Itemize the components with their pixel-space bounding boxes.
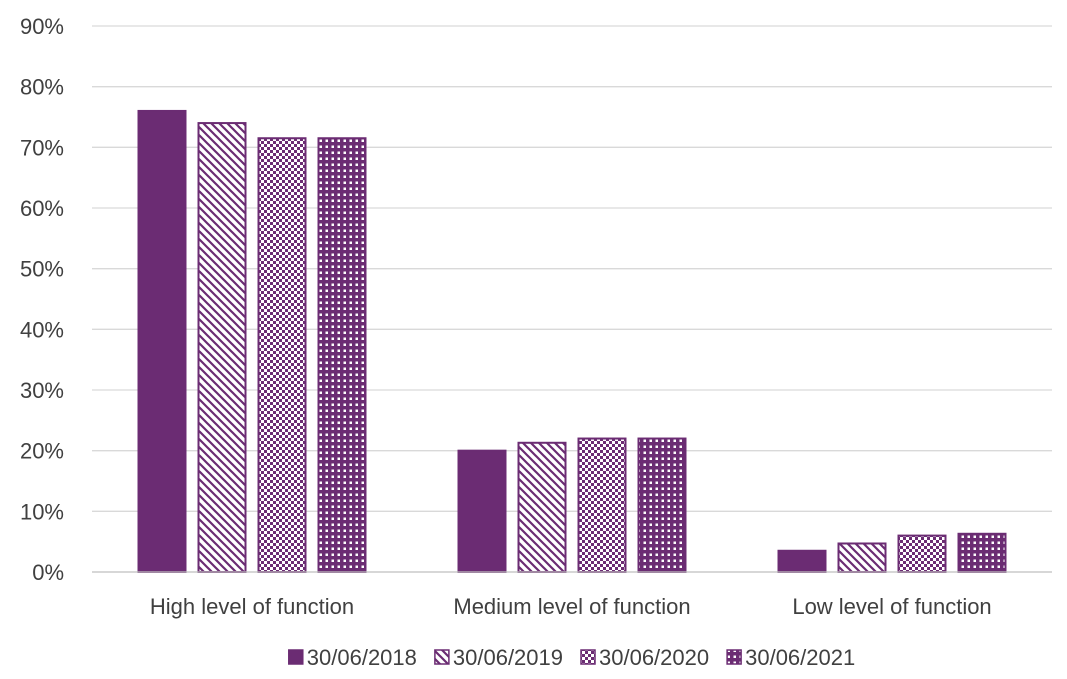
bar [957,532,1007,574]
y-tick-label: 80% [20,75,64,100]
category-labels: High level of function Medium level of fu… [150,594,992,619]
y-tick-label: 60% [20,196,64,221]
legend-item: 30/06/2021 [726,645,855,670]
bar [517,441,567,573]
y-tick-label: 20% [20,439,64,464]
legend-item: 30/06/2019 [434,645,563,670]
bar [197,122,247,573]
legend-label: 30/06/2018 [307,645,417,670]
y-tick-label: 30% [20,378,64,403]
y-tick-label: 70% [20,135,64,160]
legend-swatch [580,649,596,665]
bar [897,534,947,573]
legend-label: 30/06/2019 [453,645,563,670]
bar [317,137,367,573]
legend-item: 30/06/2018 [288,645,417,670]
legend: 30/06/2018 30/06/2019 30/06/2020 30/06/2021 [288,645,855,670]
bar [137,109,187,574]
legend-item: 30/06/2020 [580,645,709,670]
y-tick-label: 0% [32,560,64,585]
legend-swatch [434,649,450,665]
grid-lines [92,25,1052,512]
bar [257,137,307,573]
bar [777,549,827,573]
x-category-label: High level of function [150,594,354,619]
bar [577,437,627,573]
x-category-label: Medium level of function [453,594,690,619]
legend-label: 30/06/2020 [599,645,709,670]
bars [137,109,1007,574]
y-tick-label: 50% [20,257,64,282]
y-axis-ticks: 0% 10% 20% 30% 40% 50% 60% 70% 80% 90% [20,14,64,585]
legend-swatch [288,649,304,665]
legend-swatch [726,649,742,665]
bar [637,437,687,573]
bar [837,542,887,574]
x-category-label: Low level of function [792,594,991,619]
y-tick-label: 40% [20,317,64,342]
legend-label: 30/06/2021 [745,645,855,670]
y-tick-label: 90% [20,14,64,39]
bar [457,449,507,573]
y-tick-label: 10% [20,499,64,524]
